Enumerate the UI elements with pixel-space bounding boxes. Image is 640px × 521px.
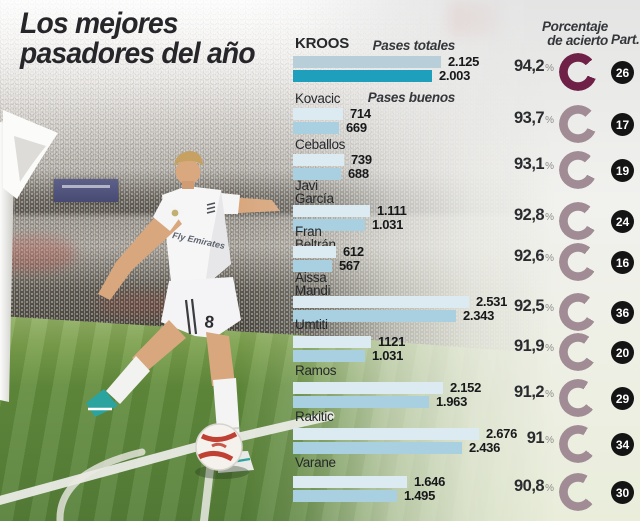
accuracy-percent: 91,9% (513, 337, 554, 355)
bar-pases-totales (293, 476, 407, 488)
accuracy-percent: 90,8% (513, 477, 554, 495)
header-pases-totales: Pases totales (372, 38, 456, 53)
accuracy-donut (559, 333, 597, 371)
value-pases-buenos: 1.031 (372, 348, 404, 363)
bar-pases-totales (293, 154, 344, 166)
value-pases-totales: 612 (343, 244, 364, 259)
corner-flag (0, 110, 58, 402)
accuracy-donut (559, 243, 597, 281)
pitch-lines (0, 411, 335, 521)
title-line2: pasadores del año (20, 37, 256, 70)
appearances-badge: 36 (611, 301, 634, 324)
bar-pases-totales (293, 205, 370, 217)
player-name: Rakitic (295, 409, 334, 424)
red-fans-patch (0, 236, 76, 272)
accuracy-donut (559, 202, 597, 240)
accuracy-donut (559, 425, 597, 463)
value-pases-buenos: 1.495 (404, 488, 436, 503)
accuracy-percent: 94,2% (513, 57, 554, 75)
value-pases-totales: 2.531 (476, 294, 508, 309)
bar-pases-buenos (293, 442, 462, 454)
bar-pases-buenos (293, 350, 365, 362)
value-pases-totales: 714 (350, 106, 371, 121)
stadium-screen-glow (450, 2, 498, 36)
value-pases-buenos: 2.003 (439, 68, 471, 83)
value-pases-buenos: 1.031 (372, 217, 404, 232)
accuracy-donut (559, 293, 597, 331)
bar-pases-buenos (293, 310, 456, 322)
value-pases-buenos: 2.436 (469, 440, 501, 455)
accuracy-percent: 91,2% (513, 383, 554, 401)
value-pases-buenos: 688 (348, 166, 369, 181)
value-pases-totales: 2.152 (450, 380, 482, 395)
page-title: Los mejores pasadores del año (20, 7, 256, 70)
bar-pases-totales (293, 428, 479, 440)
accuracy-percent: 91% (526, 429, 554, 447)
header-porcentaje-acierto: Porcentaje de acierto (541, 19, 608, 48)
player-name: Varane (295, 455, 336, 470)
accuracy-percent: 92,5% (513, 297, 554, 315)
accuracy-donut (559, 151, 597, 189)
appearances-badge: 19 (611, 159, 634, 182)
jersey-brand-stripes (206, 202, 216, 214)
bar-pases-buenos (293, 219, 365, 231)
accuracy-percent: 93,1% (513, 155, 554, 173)
bar-pases-totales (293, 108, 343, 120)
value-pases-totales: 2.676 (486, 426, 518, 441)
stadium-scoreboard (54, 179, 118, 202)
shorts-number: 8 (204, 312, 216, 332)
player-name: Javi García (295, 178, 334, 206)
accuracy-donut (559, 473, 597, 511)
player-name: Kovacic (295, 91, 341, 106)
bar-pases-buenos (293, 396, 429, 408)
accuracy-donut (559, 105, 597, 143)
accuracy-percent: 93,7% (513, 109, 554, 127)
player-name: KROOS (295, 35, 350, 52)
bar-pases-totales (293, 56, 441, 68)
appearances-badge: 20 (611, 341, 634, 364)
accuracy-percent: 92,8% (513, 206, 554, 224)
appearances-badge: 17 (611, 113, 634, 136)
jersey-crest (171, 209, 179, 217)
value-pases-buenos: 1.963 (436, 394, 468, 409)
bar-pases-totales (293, 246, 336, 258)
appearances-badge: 29 (611, 387, 634, 410)
bar-pases-buenos (293, 122, 339, 134)
value-pases-totales: 1121 (378, 334, 406, 349)
appearances-badge: 34 (611, 433, 634, 456)
header-part: Part. (611, 32, 640, 47)
value-pases-buenos: 567 (339, 258, 360, 273)
value-pases-buenos: 669 (346, 120, 367, 135)
player-name: Ceballos (295, 137, 346, 152)
player-name: Ramos (295, 363, 337, 378)
bar-pases-buenos (293, 70, 432, 82)
bar-pases-buenos (293, 260, 332, 272)
bar-pases-totales (293, 336, 371, 348)
accuracy-donut (559, 53, 597, 91)
appearances-badge: 16 (611, 251, 634, 274)
appearances-badge: 26 (611, 61, 634, 84)
title-line1: Los mejores (20, 7, 179, 40)
player-name: Aissa Mandi (295, 270, 331, 298)
value-pases-totales: 1.111 (377, 203, 407, 218)
value-pases-buenos: 2.343 (463, 308, 495, 323)
value-pases-totales: 2.125 (448, 54, 480, 69)
bar-pases-buenos (293, 490, 397, 502)
header-pases-buenos: Pases buenos (367, 90, 456, 105)
player-name: Umtiti (295, 317, 328, 332)
football (195, 423, 249, 479)
appearances-badge: 30 (611, 481, 634, 504)
bar-pases-buenos (293, 168, 341, 180)
accuracy-donut (559, 379, 597, 417)
appearances-badge: 24 (611, 210, 634, 233)
bar-pases-totales (293, 382, 443, 394)
value-pases-totales: 739 (351, 152, 372, 167)
bar-pases-totales (293, 296, 469, 308)
accuracy-percent: 92,6% (513, 247, 554, 265)
value-pases-totales: 1.646 (414, 474, 446, 489)
player-figure: Fly Emirates 8 (86, 151, 280, 473)
